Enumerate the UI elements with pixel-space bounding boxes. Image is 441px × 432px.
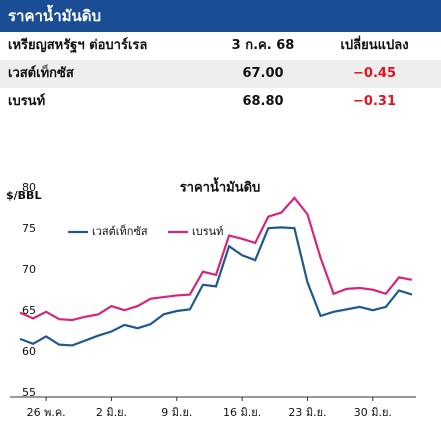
- column-header: เหรียญสหรัฐฯ ต่อบาร์เรล: [8, 38, 148, 53]
- x-tick-label: 30 มิ.ย.: [354, 406, 392, 419]
- column-header: เปลี่ยนแปลง: [340, 38, 409, 53]
- cell: เวสต์เท็กซัส: [8, 66, 74, 81]
- cell: 68.80: [242, 94, 284, 109]
- cell: เบรนท์: [8, 94, 46, 109]
- y-tick-label: 70: [22, 263, 36, 276]
- legend-label: เบรนท์: [192, 225, 223, 238]
- x-tick-label: 26 พ.ค.: [27, 406, 66, 419]
- column-header: 3 ก.ค. 68: [231, 38, 295, 53]
- x-tick-label: 9 มิ.ย.: [161, 406, 192, 419]
- x-tick-label: 16 มิ.ย.: [223, 406, 261, 419]
- y-axis-label: $/BBL: [6, 189, 41, 202]
- chart: ราคาน้ำมันดิบ $/BBL 55 60 65 70 75 80 26 พ.ค. 2…: [6, 177, 416, 419]
- y-tick-label: 75: [22, 222, 36, 235]
- y-tick-label: 55: [22, 386, 36, 399]
- series-line: [19, 196, 413, 322]
- x-tick-label: 23 มิ.ย.: [288, 406, 326, 419]
- cell: −0.45: [353, 66, 396, 81]
- table-row: เบรนท์ 68.80 −0.31: [0, 88, 441, 116]
- y-tick-label: 60: [22, 345, 36, 358]
- table-row: เวสต์เท็กซัส 67.00 −0.45: [0, 60, 441, 88]
- series-line: [19, 226, 413, 347]
- cell: −0.31: [353, 94, 396, 109]
- table-header: เหรียญสหรัฐฯ ต่อบาร์เรล 3 ก.ค. 68 เปลี่ย…: [0, 32, 441, 60]
- cell: 67.00: [242, 66, 284, 81]
- legend-label: เวสต์เท็กซัส: [92, 224, 148, 238]
- x-tick-label: 2 มิ.ย.: [96, 406, 127, 419]
- y-tick-label: 80: [22, 181, 36, 194]
- chart-title: ราคาน้ำมันดิบ: [180, 177, 261, 196]
- y-tick-label: 65: [22, 304, 36, 317]
- banner-title: ราคาน้ำมันดิบ: [0, 0, 441, 32]
